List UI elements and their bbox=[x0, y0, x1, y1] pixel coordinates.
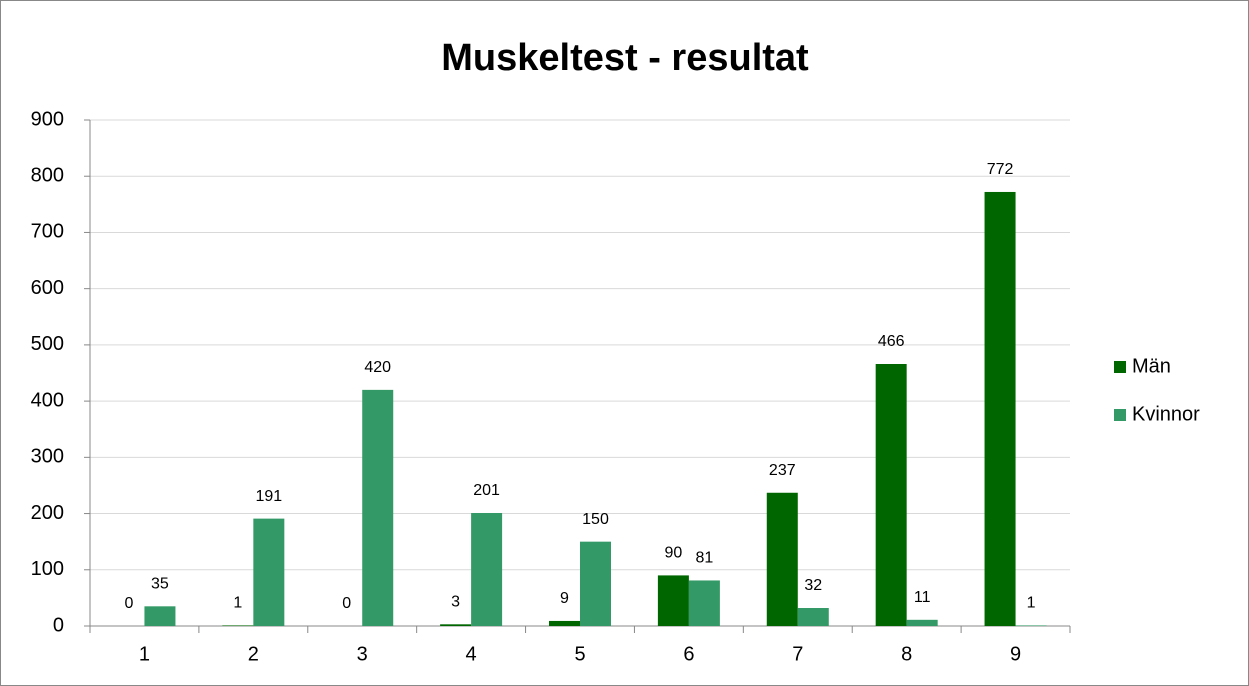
bar bbox=[875, 364, 907, 626]
data-label: 9 bbox=[560, 590, 569, 607]
x-tick-label: 3 bbox=[357, 643, 368, 665]
data-label: 420 bbox=[364, 359, 391, 376]
bar bbox=[1015, 625, 1047, 626]
data-label: 32 bbox=[804, 577, 822, 594]
chart-title: Muskeltest - resultat bbox=[441, 37, 809, 79]
data-label: 90 bbox=[664, 545, 682, 562]
bar bbox=[253, 518, 285, 626]
bar bbox=[549, 620, 580, 626]
y-tick-label: 0 bbox=[53, 614, 64, 636]
data-label: 191 bbox=[255, 488, 282, 505]
x-tick-label: 8 bbox=[901, 643, 912, 665]
data-label: 1 bbox=[233, 595, 242, 612]
bar bbox=[657, 575, 689, 626]
legend-label: Kvinnor bbox=[1132, 403, 1200, 425]
data-label: 0 bbox=[124, 595, 133, 612]
y-tick-label: 400 bbox=[31, 389, 64, 411]
bar bbox=[471, 512, 503, 626]
bar bbox=[688, 580, 720, 626]
y-tick-label: 500 bbox=[31, 333, 64, 355]
bar bbox=[440, 624, 472, 626]
bar bbox=[222, 625, 254, 626]
legend-swatch bbox=[1114, 409, 1126, 421]
x-tick-label: 7 bbox=[792, 643, 803, 665]
bar bbox=[797, 608, 829, 626]
data-label: 3 bbox=[451, 594, 460, 611]
y-tick-label: 300 bbox=[31, 446, 64, 468]
data-label: 772 bbox=[987, 161, 1014, 178]
x-tick-label: 5 bbox=[574, 643, 585, 665]
bar bbox=[766, 492, 798, 626]
data-label: 150 bbox=[582, 511, 609, 528]
bar bbox=[362, 389, 394, 626]
bar bbox=[984, 191, 1016, 626]
y-tick-label: 900 bbox=[31, 108, 64, 130]
data-label: 81 bbox=[695, 550, 713, 567]
legend-label: Män bbox=[1132, 355, 1171, 377]
x-tick-label: 4 bbox=[466, 643, 477, 665]
legend-swatch bbox=[1114, 361, 1126, 373]
bar bbox=[906, 619, 938, 626]
data-label: 1 bbox=[1027, 595, 1036, 612]
data-label: 0 bbox=[342, 595, 351, 612]
bar bbox=[144, 606, 176, 626]
x-tick-label: 6 bbox=[683, 643, 694, 665]
data-label: 35 bbox=[151, 576, 169, 593]
y-tick-label: 600 bbox=[31, 277, 64, 299]
data-label: 11 bbox=[914, 589, 931, 606]
data-label: 466 bbox=[878, 333, 905, 350]
y-tick-label: 800 bbox=[31, 165, 64, 187]
y-tick-label: 100 bbox=[31, 558, 64, 580]
x-tick-label: 2 bbox=[248, 643, 259, 665]
x-tick-label: 9 bbox=[1010, 643, 1021, 665]
data-label: 201 bbox=[473, 482, 500, 499]
x-tick-label: 1 bbox=[139, 643, 150, 665]
y-tick-label: 700 bbox=[31, 221, 64, 243]
data-label: 237 bbox=[769, 462, 796, 479]
bar bbox=[580, 541, 611, 626]
y-tick-label: 200 bbox=[31, 502, 64, 524]
